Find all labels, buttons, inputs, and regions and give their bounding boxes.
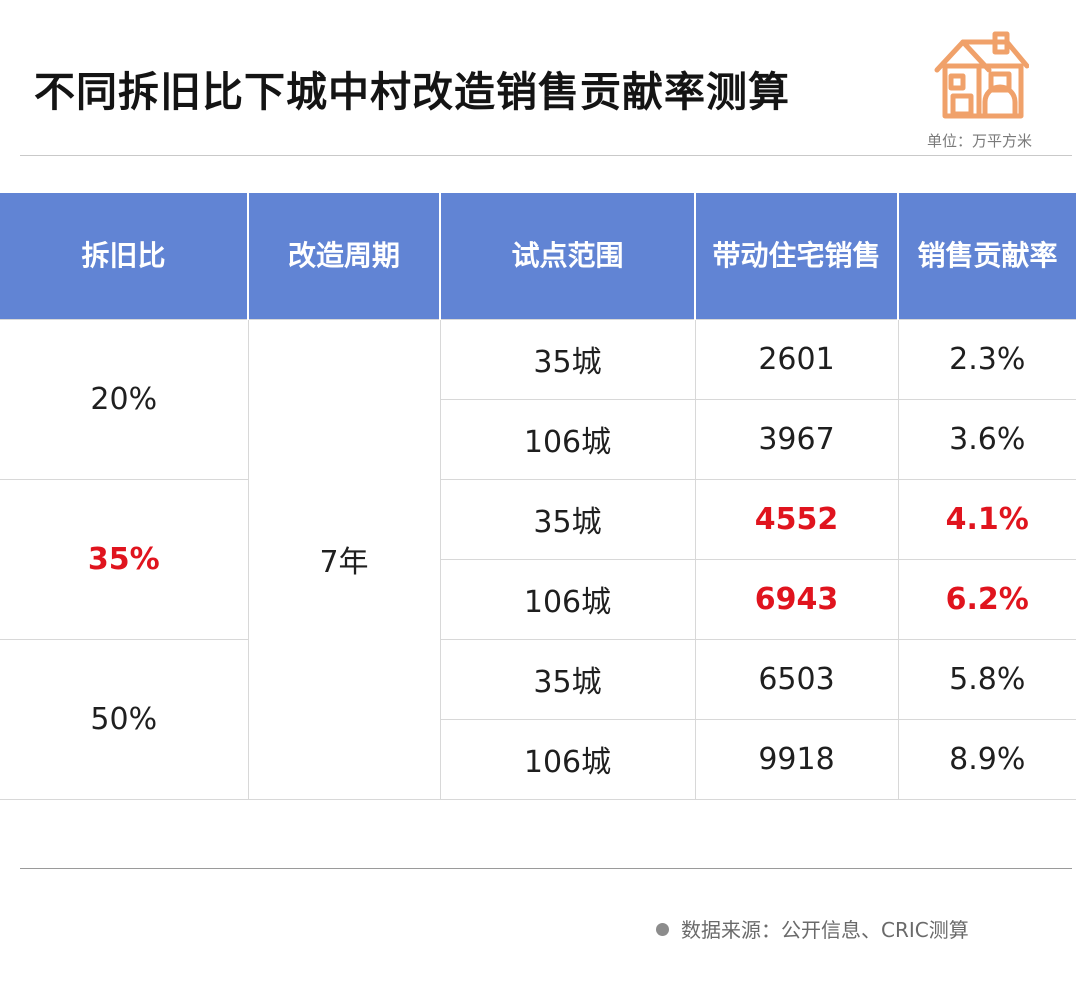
column-header-ratio: 拆旧比 [0, 193, 248, 319]
rate-cell-highlight: 4.1% [897, 478, 1076, 560]
column-header-cycle: 改造周期 [247, 193, 440, 319]
sales-cell: 6503 [694, 638, 899, 720]
source-note: 数据来源：公开信息、CRIC测算 [656, 914, 969, 943]
table-row: 106城 9918 8.9% [0, 718, 1076, 800]
table-row: 35% 35城 4552 4.1% [0, 478, 1076, 640]
unit-label: 单位：万平方米 [926, 132, 1032, 150]
sales-cell-highlight: 4552 [694, 478, 899, 560]
scope-cell: 35城 [439, 638, 696, 720]
sales-contribution-table: 拆旧比 改造周期 试点范围 带动住宅销售 销售贡献率 20% 7年 35城 26… [0, 193, 1076, 800]
sales-cell-highlight: 6943 [694, 558, 899, 640]
scope-cell: 35城 [439, 478, 696, 560]
rate-cell: 5.8% [897, 638, 1076, 720]
house-icon [933, 30, 1030, 122]
column-header-scope: 试点范围 [439, 193, 695, 319]
rate-cell: 2.3% [897, 318, 1076, 400]
sales-cell: 3967 [694, 398, 899, 480]
rate-cell: 3.6% [897, 398, 1076, 480]
scope-cell: 106城 [439, 558, 696, 640]
table-header-row: 拆旧比 改造周期 试点范围 带动住宅销售 销售贡献率 [0, 193, 1076, 319]
page-title: 不同拆旧比下城中村改造销售贡献率测算 [34, 68, 790, 116]
ratio-cell-highlight: 35% [0, 478, 249, 640]
top-divider [20, 155, 1072, 156]
bottom-divider [20, 868, 1072, 869]
scope-cell: 106城 [439, 398, 696, 480]
source-text: 数据来源：公开信息、CRIC测算 [681, 918, 969, 942]
ratio-cell: 20% [0, 318, 249, 480]
bullet-dot-icon [656, 923, 669, 936]
sales-cell: 2601 [694, 318, 899, 400]
table-row: 20% 7年 35城 2601 2.3% [0, 318, 1076, 800]
scope-cell: 106城 [439, 718, 696, 800]
cycle-cell: 7年 [247, 318, 441, 800]
rate-cell-highlight: 6.2% [897, 558, 1076, 640]
rate-cell: 8.9% [897, 718, 1076, 800]
column-header-rate: 销售贡献率 [897, 193, 1076, 319]
sales-cell: 9918 [694, 718, 899, 800]
scope-cell: 35城 [439, 318, 696, 400]
column-header-sales: 带动住宅销售 [694, 193, 898, 319]
table-row: 106城 3967 3.6% [0, 398, 1076, 480]
ratio-cell: 50% [0, 638, 249, 800]
table-row: 50% 35城 6503 5.8% [0, 638, 1076, 800]
